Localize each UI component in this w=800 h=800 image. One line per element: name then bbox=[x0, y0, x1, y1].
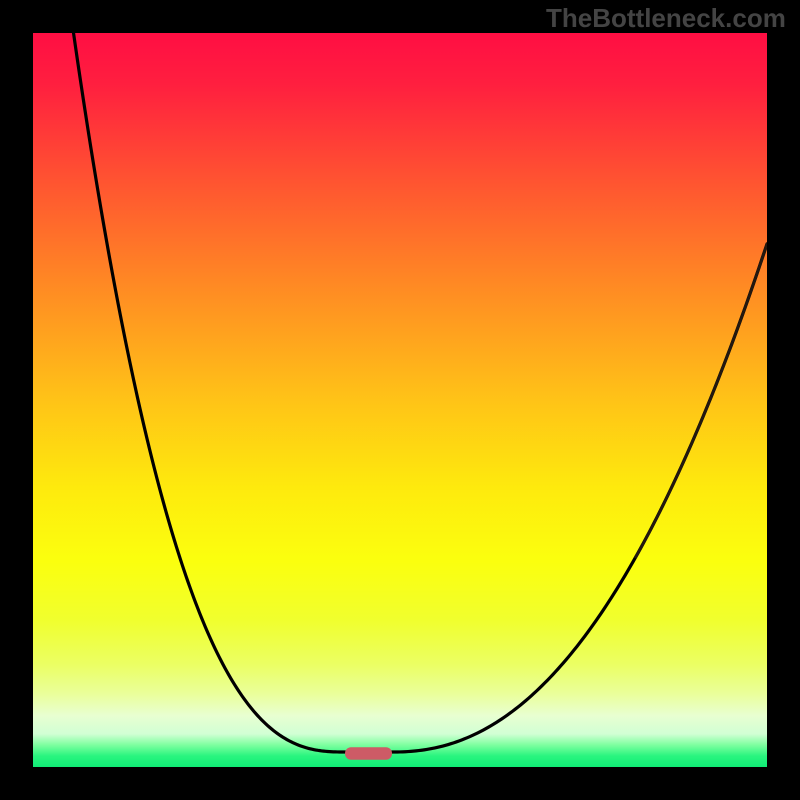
trough-marker bbox=[345, 747, 392, 759]
gradient-background bbox=[33, 33, 767, 767]
watermark-text: TheBottleneck.com bbox=[546, 3, 786, 34]
bottleneck-chart bbox=[0, 0, 800, 800]
